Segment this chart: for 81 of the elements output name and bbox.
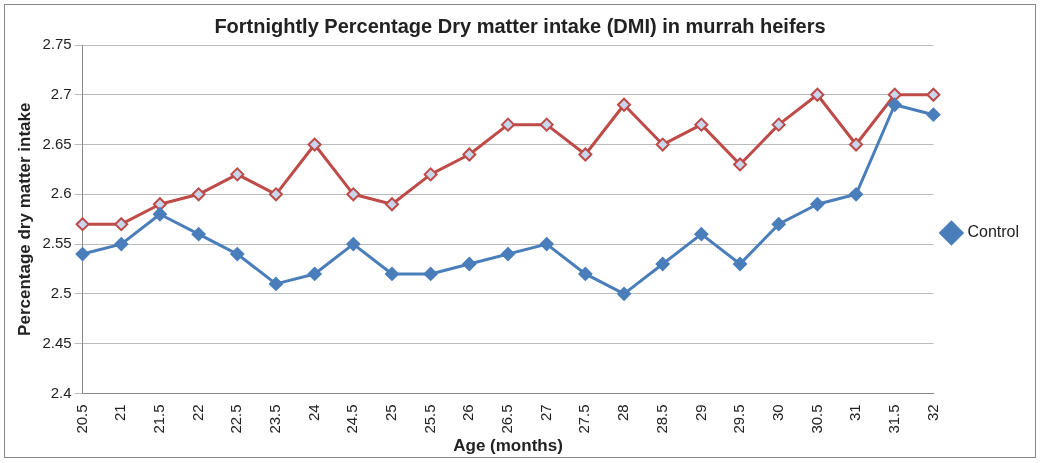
- point: [346, 187, 361, 202]
- point: [191, 187, 206, 202]
- point: [384, 197, 399, 212]
- point: [384, 266, 399, 281]
- point: [114, 237, 129, 252]
- x-axis-title: Age (months): [453, 436, 563, 456]
- point: [849, 187, 864, 202]
- y-tick-label: 2.55: [42, 234, 72, 252]
- point: [617, 286, 632, 301]
- point: [423, 266, 438, 281]
- point: [462, 147, 477, 162]
- x-tick-label: 26: [459, 404, 477, 422]
- y-tick-label: 2.5: [50, 284, 72, 301]
- point: [75, 217, 90, 232]
- x-tick-label: 28.5: [652, 404, 670, 434]
- point: [230, 167, 245, 182]
- point: [268, 276, 283, 291]
- point: [152, 197, 167, 212]
- y-tick-label: 2.65: [42, 134, 72, 152]
- point: [849, 137, 864, 152]
- point: [462, 257, 477, 271]
- legend-label: Control: [967, 223, 1019, 241]
- point: [114, 217, 129, 232]
- x-tick-label: 22: [188, 404, 206, 422]
- x-tick-label: 26.5: [498, 404, 516, 434]
- point: [887, 87, 902, 102]
- x-tick-label: 31: [846, 404, 864, 422]
- x-tick-label: 25: [382, 404, 400, 422]
- chart-title: Fortnightly Percentage Dry matter intake (DMI) in murrah heifers: [214, 14, 826, 37]
- point: [539, 117, 554, 132]
- x-tick-label: 25.5: [420, 404, 438, 434]
- x-tick-label: 23.5: [266, 404, 284, 434]
- point: [268, 187, 283, 202]
- point: [191, 227, 206, 242]
- x-tick-label: 20.5: [72, 404, 90, 434]
- x-tick-label: 24.5: [343, 404, 361, 434]
- point: [771, 117, 786, 132]
- x-tick-label: 30.5: [807, 404, 825, 434]
- x-tick-label: 28: [614, 404, 632, 422]
- point: [694, 227, 709, 242]
- point: [655, 257, 670, 271]
- point: [578, 266, 593, 281]
- x-tick-label: 30: [768, 404, 786, 422]
- point: [617, 97, 632, 112]
- point: [230, 247, 245, 262]
- x-tick-label: 27.5: [575, 404, 593, 434]
- y-tick-label: 2.75: [42, 35, 72, 53]
- y-tick-label: 2.45: [42, 333, 72, 351]
- point: [501, 247, 516, 262]
- x-tick-label: 27: [536, 404, 554, 422]
- point: [887, 97, 902, 112]
- point: [423, 167, 438, 182]
- point: [810, 197, 825, 212]
- x-tick-label: 22.5: [227, 404, 245, 434]
- point: [926, 87, 941, 102]
- x-tick-label: 29.5: [730, 404, 748, 434]
- point: [307, 137, 322, 152]
- point: [733, 257, 748, 271]
- point: [539, 237, 554, 252]
- y-tick-label: 2.7: [50, 84, 72, 102]
- point: [307, 266, 322, 281]
- x-tick-label: 31.5: [884, 404, 902, 434]
- point: [655, 137, 670, 152]
- x-tick-label: 32: [923, 404, 941, 422]
- point: [578, 147, 593, 162]
- x-tick-label: 29: [691, 404, 709, 422]
- point: [501, 117, 516, 132]
- point: [810, 87, 825, 102]
- y-tick-label: 2.6: [50, 184, 72, 202]
- x-tick-label: 24: [304, 404, 322, 422]
- x-tick-label: 21: [111, 404, 129, 422]
- point: [926, 107, 941, 122]
- point: [346, 237, 361, 252]
- y-tick-label: 2.4: [50, 383, 72, 401]
- point: [733, 157, 748, 172]
- point: [152, 207, 167, 222]
- x-tick-label: 21.5: [150, 404, 168, 434]
- point: [75, 247, 90, 262]
- point: [771, 217, 786, 232]
- y-axis-title: Percentage dry matter intake: [14, 102, 34, 336]
- point: [694, 117, 709, 132]
